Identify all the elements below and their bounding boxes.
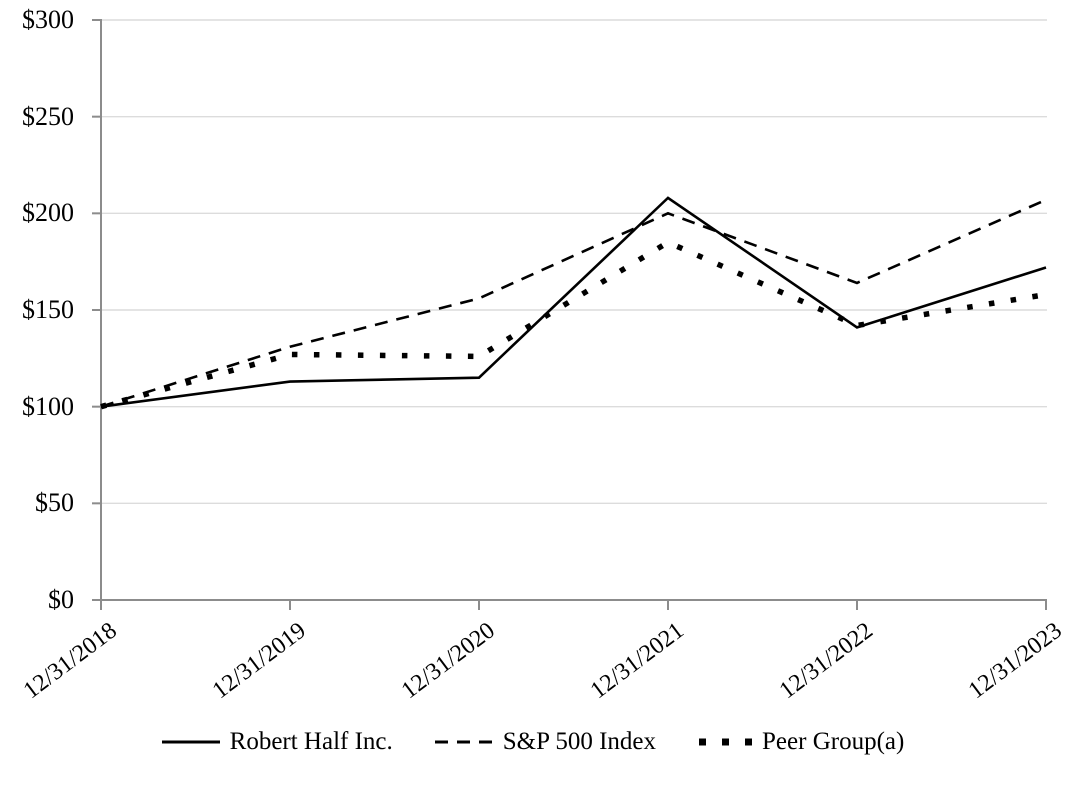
legend-item-sp500: S&P 500 Index <box>434 728 657 756</box>
dotted-line-sample-icon <box>699 738 753 746</box>
y-axis-label: $0 <box>48 585 74 614</box>
y-axis-label: $250 <box>22 101 74 131</box>
legend-label-robert-half: Robert Half Inc. <box>229 728 393 755</box>
solid-line-sample-icon <box>161 740 220 744</box>
y-axis-label: $200 <box>22 198 74 228</box>
series-line-2 <box>100 239 1047 410</box>
legend-label-sp500: S&P 500 Index <box>502 728 657 755</box>
legend-item-robert-half: Robert Half Inc. <box>161 728 393 756</box>
legend-label-peer-group: Peer Group(a) <box>762 728 905 755</box>
y-axis-label: $150 <box>22 295 74 324</box>
dashed-line-sample-icon <box>434 740 493 744</box>
legend-item-peer-group: Peer Group(a) <box>698 728 904 756</box>
series-line-1 <box>100 198 1047 408</box>
y-axis-label: $50 <box>35 488 74 518</box>
y-axis-label: $100 <box>22 391 74 421</box>
y-axis-label: $300 <box>22 5 74 34</box>
series-line-0 <box>100 196 1047 408</box>
chart-legend: Robert Half Inc. S&P 500 Index Peer Grou… <box>0 728 1066 756</box>
